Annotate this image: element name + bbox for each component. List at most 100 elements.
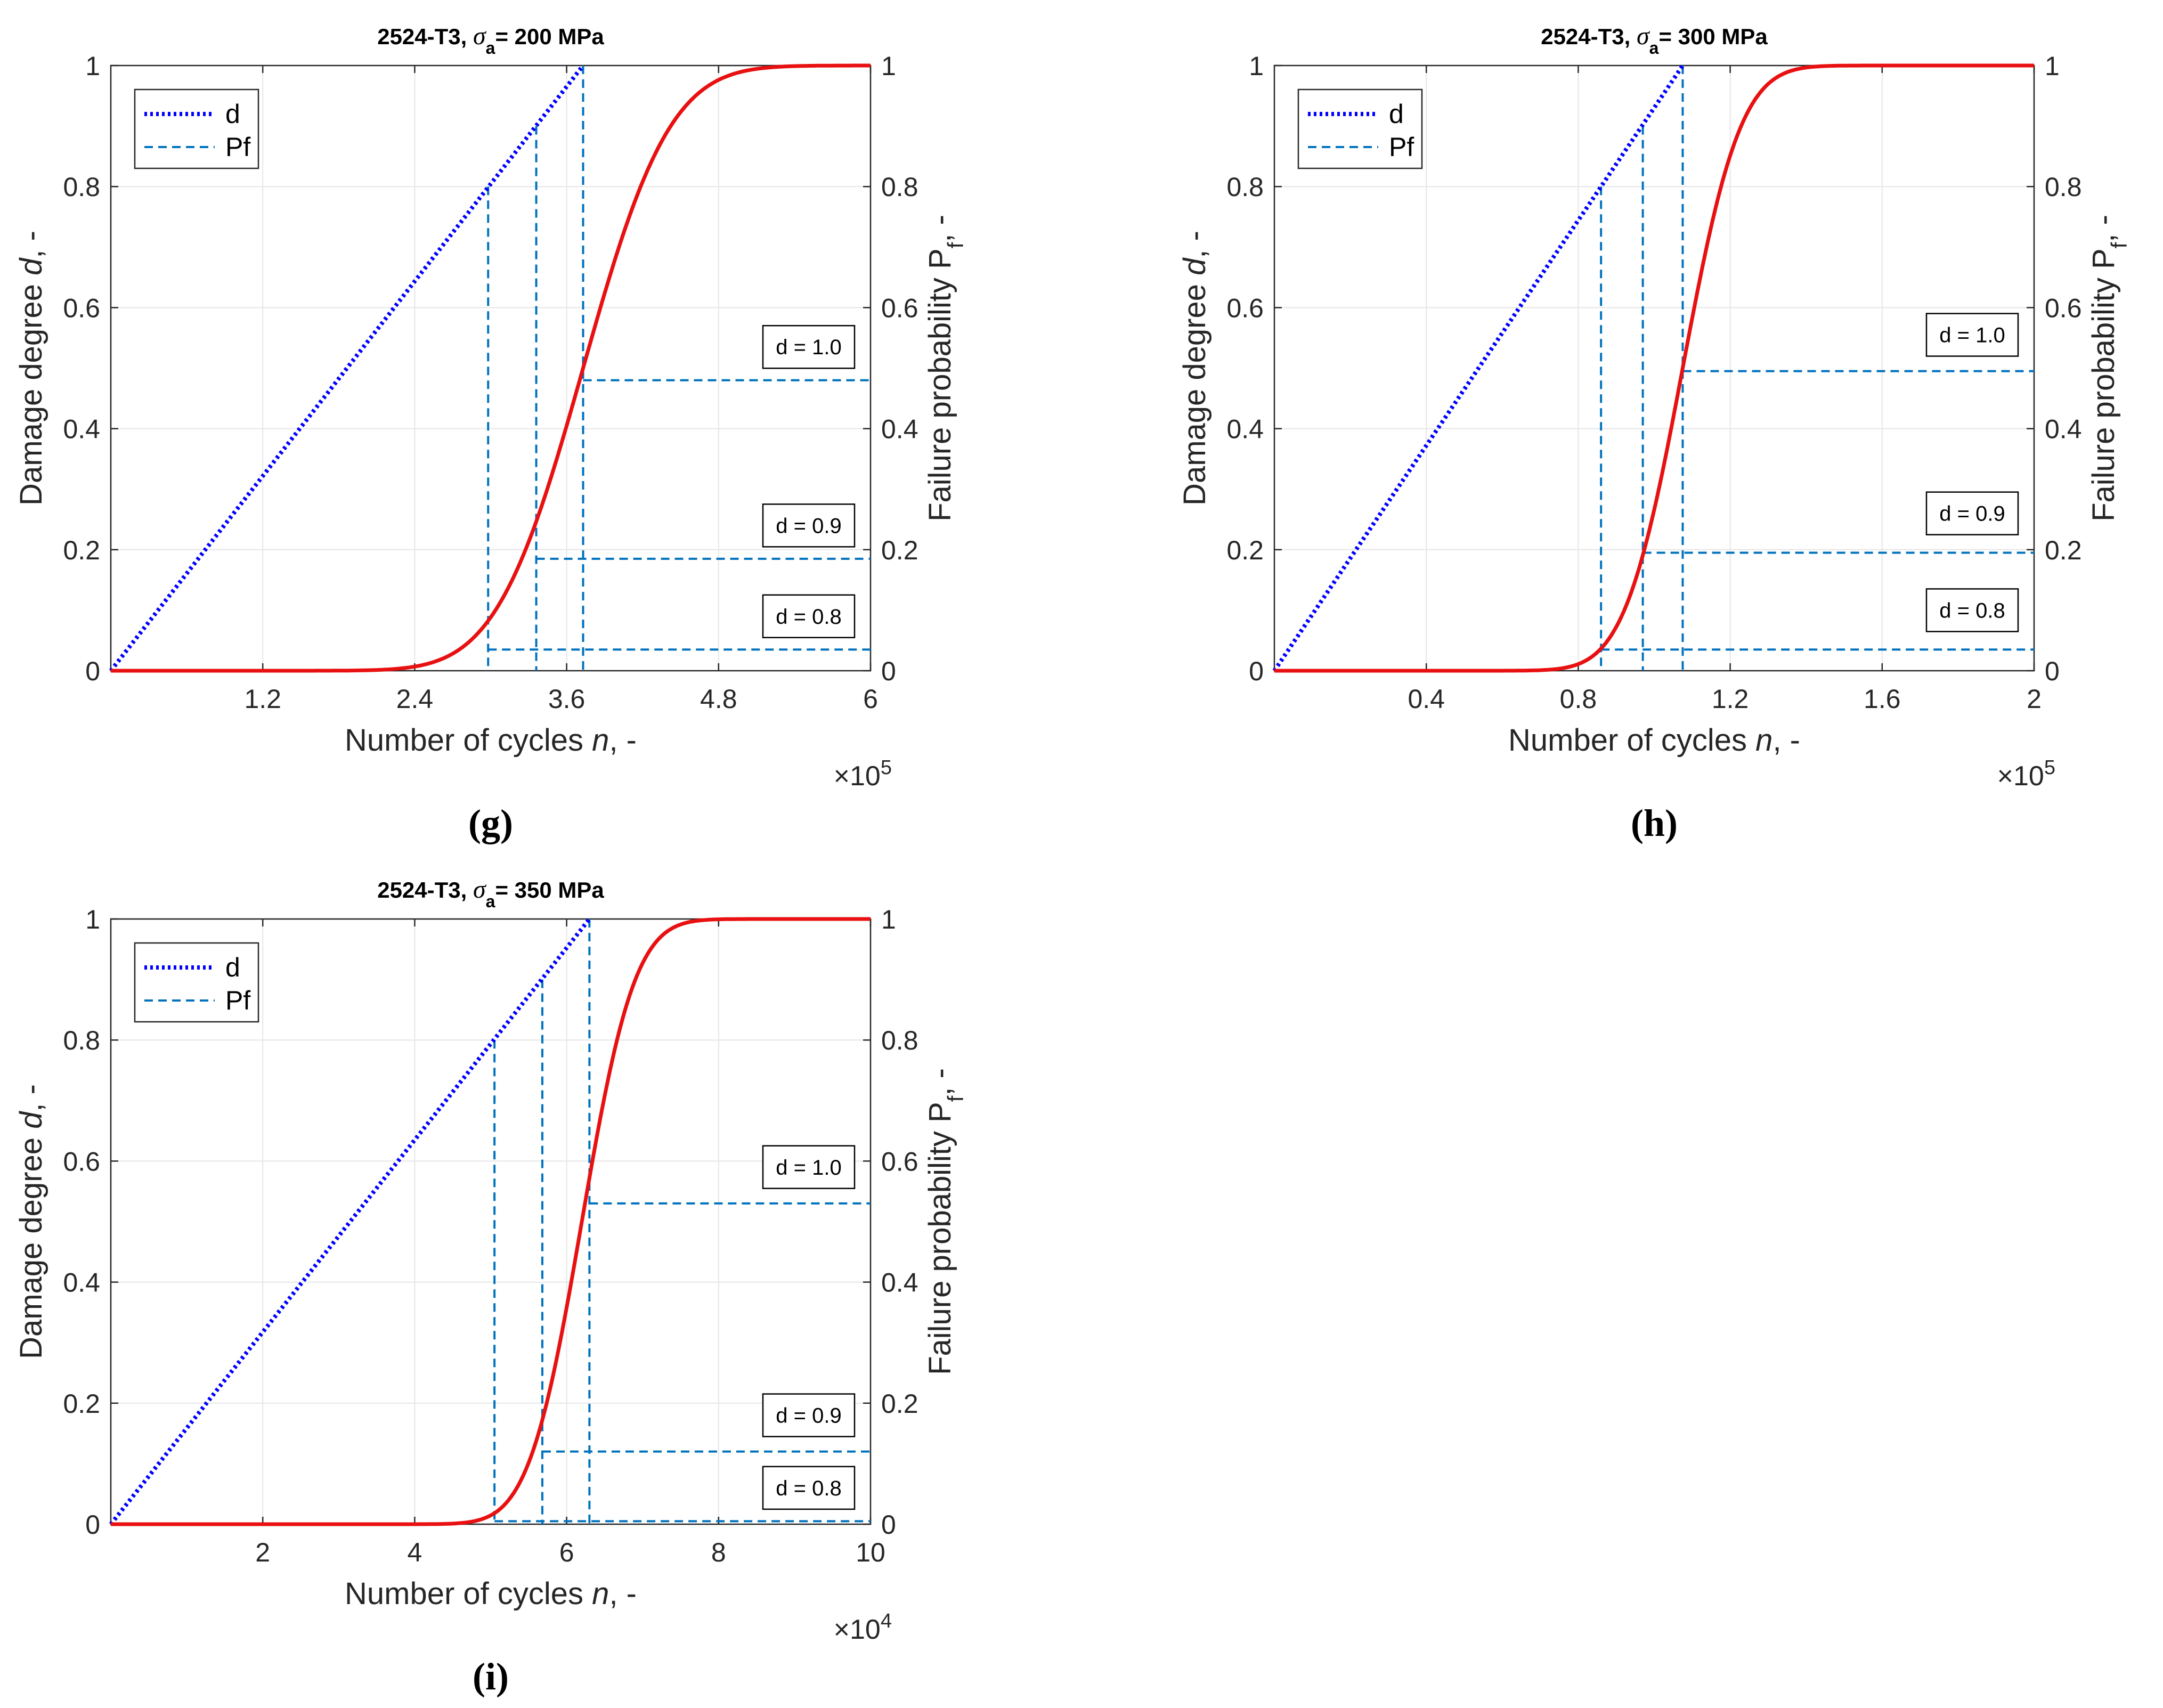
y-tick-label-left: 1	[1249, 51, 1264, 81]
y-right-label-subscript: f	[943, 1095, 968, 1102]
chart-title: 2524-T3, σa= 300 MPa	[1541, 22, 1768, 58]
x-label-prefix: Number of cycles	[345, 723, 592, 758]
y-right-label-suffix: , -	[923, 215, 957, 242]
legend-label-d: d	[225, 953, 240, 982]
annotation-box-0	[762, 1466, 856, 1510]
y-left-label-variable: d	[1177, 257, 1212, 275]
title-sigma: σ	[473, 22, 487, 50]
annotation-label-0: d = 0.8	[776, 1477, 841, 1500]
x-tick-label: 4.8	[700, 684, 737, 714]
y-left-label-suffix: , -	[14, 231, 48, 258]
legend-label-pf: Pf	[225, 986, 250, 1015]
chart-title: 2524-T3, σa= 350 MPa	[377, 875, 604, 911]
x-label-suffix: , -	[609, 723, 637, 758]
title-suffix: = 350 MPa	[495, 877, 604, 902]
legend: dPf	[1297, 88, 1423, 169]
annotation-label-1: d = 0.9	[1939, 502, 2005, 526]
annotation-box-1	[1925, 491, 2019, 535]
x-tick-label: 1.6	[1864, 684, 1901, 714]
annotation-box-2	[1925, 313, 2019, 357]
title-subscript: a	[1649, 38, 1659, 58]
x-tick-label: 1.2	[1712, 684, 1749, 714]
legend-box	[134, 88, 259, 169]
x-label-variable: n	[1755, 723, 1772, 758]
y-tick-label-right: 0.4	[881, 1268, 918, 1298]
series-pf-line	[111, 63, 871, 673]
y-tick-label-left: 0.2	[63, 1389, 100, 1419]
series-d-line	[109, 64, 585, 672]
y-tick-label-left: 0.6	[1226, 293, 1264, 323]
y-tick-label-right: 1	[881, 905, 896, 934]
y-tick-label-right: 0.8	[2045, 172, 2082, 202]
legend-box	[134, 942, 259, 1023]
y-right-label-prefix: Failure probability P	[923, 248, 957, 522]
chart-panel-h: 0.4 0.8 1.2 1.6 20 00.2 0.20.4 0.40.6 0.60.8 0.81…	[1177, 22, 2132, 844]
x-multiplier: ×105	[834, 757, 892, 792]
panel-caption: (h)	[1631, 802, 1678, 844]
legend-box	[1297, 88, 1423, 169]
legend: d Pf	[134, 942, 259, 1023]
y-tick-label-right: 0.6	[881, 1146, 918, 1176]
annotation-label-2: d = 1.0	[1939, 324, 2005, 347]
x-tick-label: 2	[255, 1538, 270, 1567]
tick-marks	[1274, 64, 2035, 672]
x-tick-label: 0.4	[1408, 684, 1445, 714]
chart-panel-g: 1.2 2.4 3.6 4.8 60 00.2 0.20.4 0.40.6 0.60.8 0.81…	[14, 22, 968, 844]
y-tick-label-right: 0.6	[881, 293, 918, 323]
panel-caption: (g)	[468, 802, 513, 844]
y-tick-label-left: 0.4	[1226, 414, 1264, 444]
y-left-label-prefix: Damage degree	[1177, 275, 1212, 506]
y-tick-label-left: 0.6	[63, 293, 100, 323]
legend-label-pf: Pf	[1389, 132, 1414, 162]
x-tick-label: 2	[2027, 684, 2042, 714]
legend-label-d: d	[225, 99, 240, 129]
y-tick-label-right: 0.8	[881, 172, 918, 202]
y-tick-label-right: 0.2	[2045, 535, 2082, 565]
y-tick-label-left: 0.2	[63, 535, 100, 565]
annotation-box-2	[762, 1145, 856, 1190]
x-multiplier-base: ×10	[834, 1614, 881, 1645]
annotation-label-1: d = 0.9	[776, 514, 841, 538]
x-tick-label: 3.6	[548, 684, 586, 714]
x-multiplier-exponent: 5	[2044, 757, 2055, 779]
x-multiplier-base: ×10	[834, 761, 881, 792]
y-right-label-prefix: Failure probability P	[923, 1102, 957, 1375]
y-tick-label-left: 1	[85, 51, 100, 81]
legend-label-d: d	[1389, 99, 1404, 129]
x-axis-label: Number of cycles n, -	[1508, 723, 1800, 758]
x-tick-label: 1.2	[244, 684, 281, 714]
annotation-box-0	[762, 594, 856, 639]
title-prefix: 2524-T3,	[1541, 24, 1637, 49]
y-tick-label-left: 0.4	[63, 414, 100, 444]
y-tick-label-right: 0	[881, 656, 896, 686]
x-tick-label: 2.4	[396, 684, 434, 714]
x-label-suffix: , -	[609, 1576, 637, 1611]
title-subscript: a	[486, 38, 495, 58]
y-left-label-prefix: Damage degree	[14, 1129, 48, 1359]
y-right-label-prefix: Failure probability P	[2086, 248, 2121, 522]
chart-title: 2524-T3, σa= 200 MPa	[377, 22, 604, 58]
series-pf-line	[111, 917, 871, 1526]
title-sigma: σ	[1637, 22, 1650, 50]
annotation-box-1	[762, 503, 856, 548]
title-suffix: = 300 MPa	[1658, 24, 1768, 49]
x-multiplier-base: ×10	[1997, 761, 2044, 792]
legend: dPf	[134, 88, 259, 169]
y-right-label-suffix: , -	[2086, 215, 2121, 242]
y-tick-label-right: 0	[2045, 656, 2060, 686]
x-tick-label: 6	[863, 684, 878, 714]
x-axis-label: Number of cycles n, -	[345, 723, 637, 758]
x-tick-label: 0.8	[1560, 684, 1597, 714]
y-left-label-suffix: , -	[14, 1084, 48, 1112]
y-tick-label-left: 1	[85, 905, 100, 934]
axes-box	[1273, 64, 2035, 672]
y-tick-label-left: 0.8	[63, 1026, 100, 1055]
y-axis-label-left: Damage degree d, -	[14, 1084, 48, 1359]
y-tick-label-right: 0.2	[881, 1389, 918, 1419]
y-tick-label-left: 0.8	[63, 172, 100, 202]
x-tick-label: 4	[407, 1538, 422, 1567]
legend-label-pf: Pf	[225, 132, 250, 162]
axes-box	[110, 64, 872, 672]
annotation-box-0	[1925, 588, 2019, 632]
